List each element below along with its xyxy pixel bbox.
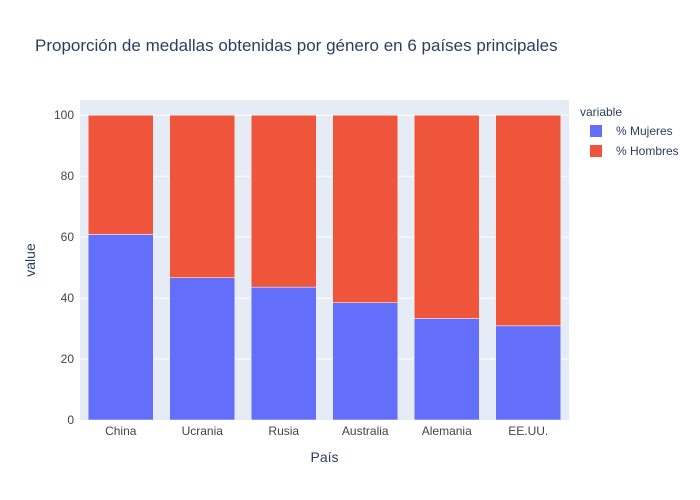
bar-mujeres[interactable] bbox=[332, 302, 399, 421]
bar-mujeres[interactable] bbox=[413, 318, 480, 421]
bars bbox=[87, 114, 562, 421]
gridlines bbox=[80, 114, 569, 360]
y-axis-ticks: 0 20 40 60 80 100 bbox=[54, 108, 74, 427]
legend-items[interactable]: % Mujeres % Hombres bbox=[590, 124, 679, 158]
y-tick-label: 80 bbox=[61, 169, 75, 183]
bar-hombres[interactable] bbox=[250, 114, 317, 288]
bar-hombres[interactable] bbox=[169, 114, 236, 278]
y-tick-label: 100 bbox=[54, 108, 74, 122]
legend-item[interactable]: % Mujeres bbox=[590, 124, 673, 138]
legend-label: % Mujeres bbox=[616, 124, 673, 138]
x-tick-label: EE.UU. bbox=[508, 424, 548, 438]
x-axis-title: País bbox=[310, 449, 338, 465]
legend[interactable]: variable % Mujeres % Hombres bbox=[580, 105, 679, 158]
legend-swatch bbox=[590, 125, 602, 137]
y-tick-label: 40 bbox=[61, 291, 75, 305]
x-tick-label: Australia bbox=[342, 424, 389, 438]
legend-item[interactable]: % Hombres bbox=[590, 144, 679, 158]
bar-mujeres[interactable] bbox=[250, 286, 317, 421]
y-tick-label: 0 bbox=[67, 413, 74, 427]
y-tick-label: 20 bbox=[61, 352, 75, 366]
chart-title: Proporción de medallas obtenidas por gén… bbox=[35, 36, 558, 55]
bar-hombres[interactable] bbox=[87, 114, 154, 235]
bar-mujeres[interactable] bbox=[87, 234, 154, 421]
x-axis-ticks: China Ucrania Rusia Australia Alemania EE.UU. bbox=[105, 424, 548, 438]
bar-mujeres[interactable] bbox=[169, 277, 236, 421]
x-tick-label: Alemania bbox=[422, 424, 472, 438]
legend-swatch bbox=[590, 145, 602, 157]
legend-label: % Hombres bbox=[616, 144, 679, 158]
bar-hombres[interactable] bbox=[495, 114, 562, 327]
bar-mujeres[interactable] bbox=[495, 325, 562, 421]
x-tick-label: China bbox=[105, 424, 137, 438]
x-tick-label: Ucrania bbox=[182, 424, 224, 438]
y-tick-label: 60 bbox=[61, 230, 75, 244]
x-tick-label: Rusia bbox=[268, 424, 299, 438]
bar-hombres[interactable] bbox=[413, 114, 480, 319]
legend-title: variable bbox=[580, 105, 622, 119]
bar-hombres[interactable] bbox=[332, 114, 399, 303]
y-axis-title: value bbox=[22, 243, 38, 277]
plot-area bbox=[80, 100, 569, 420]
